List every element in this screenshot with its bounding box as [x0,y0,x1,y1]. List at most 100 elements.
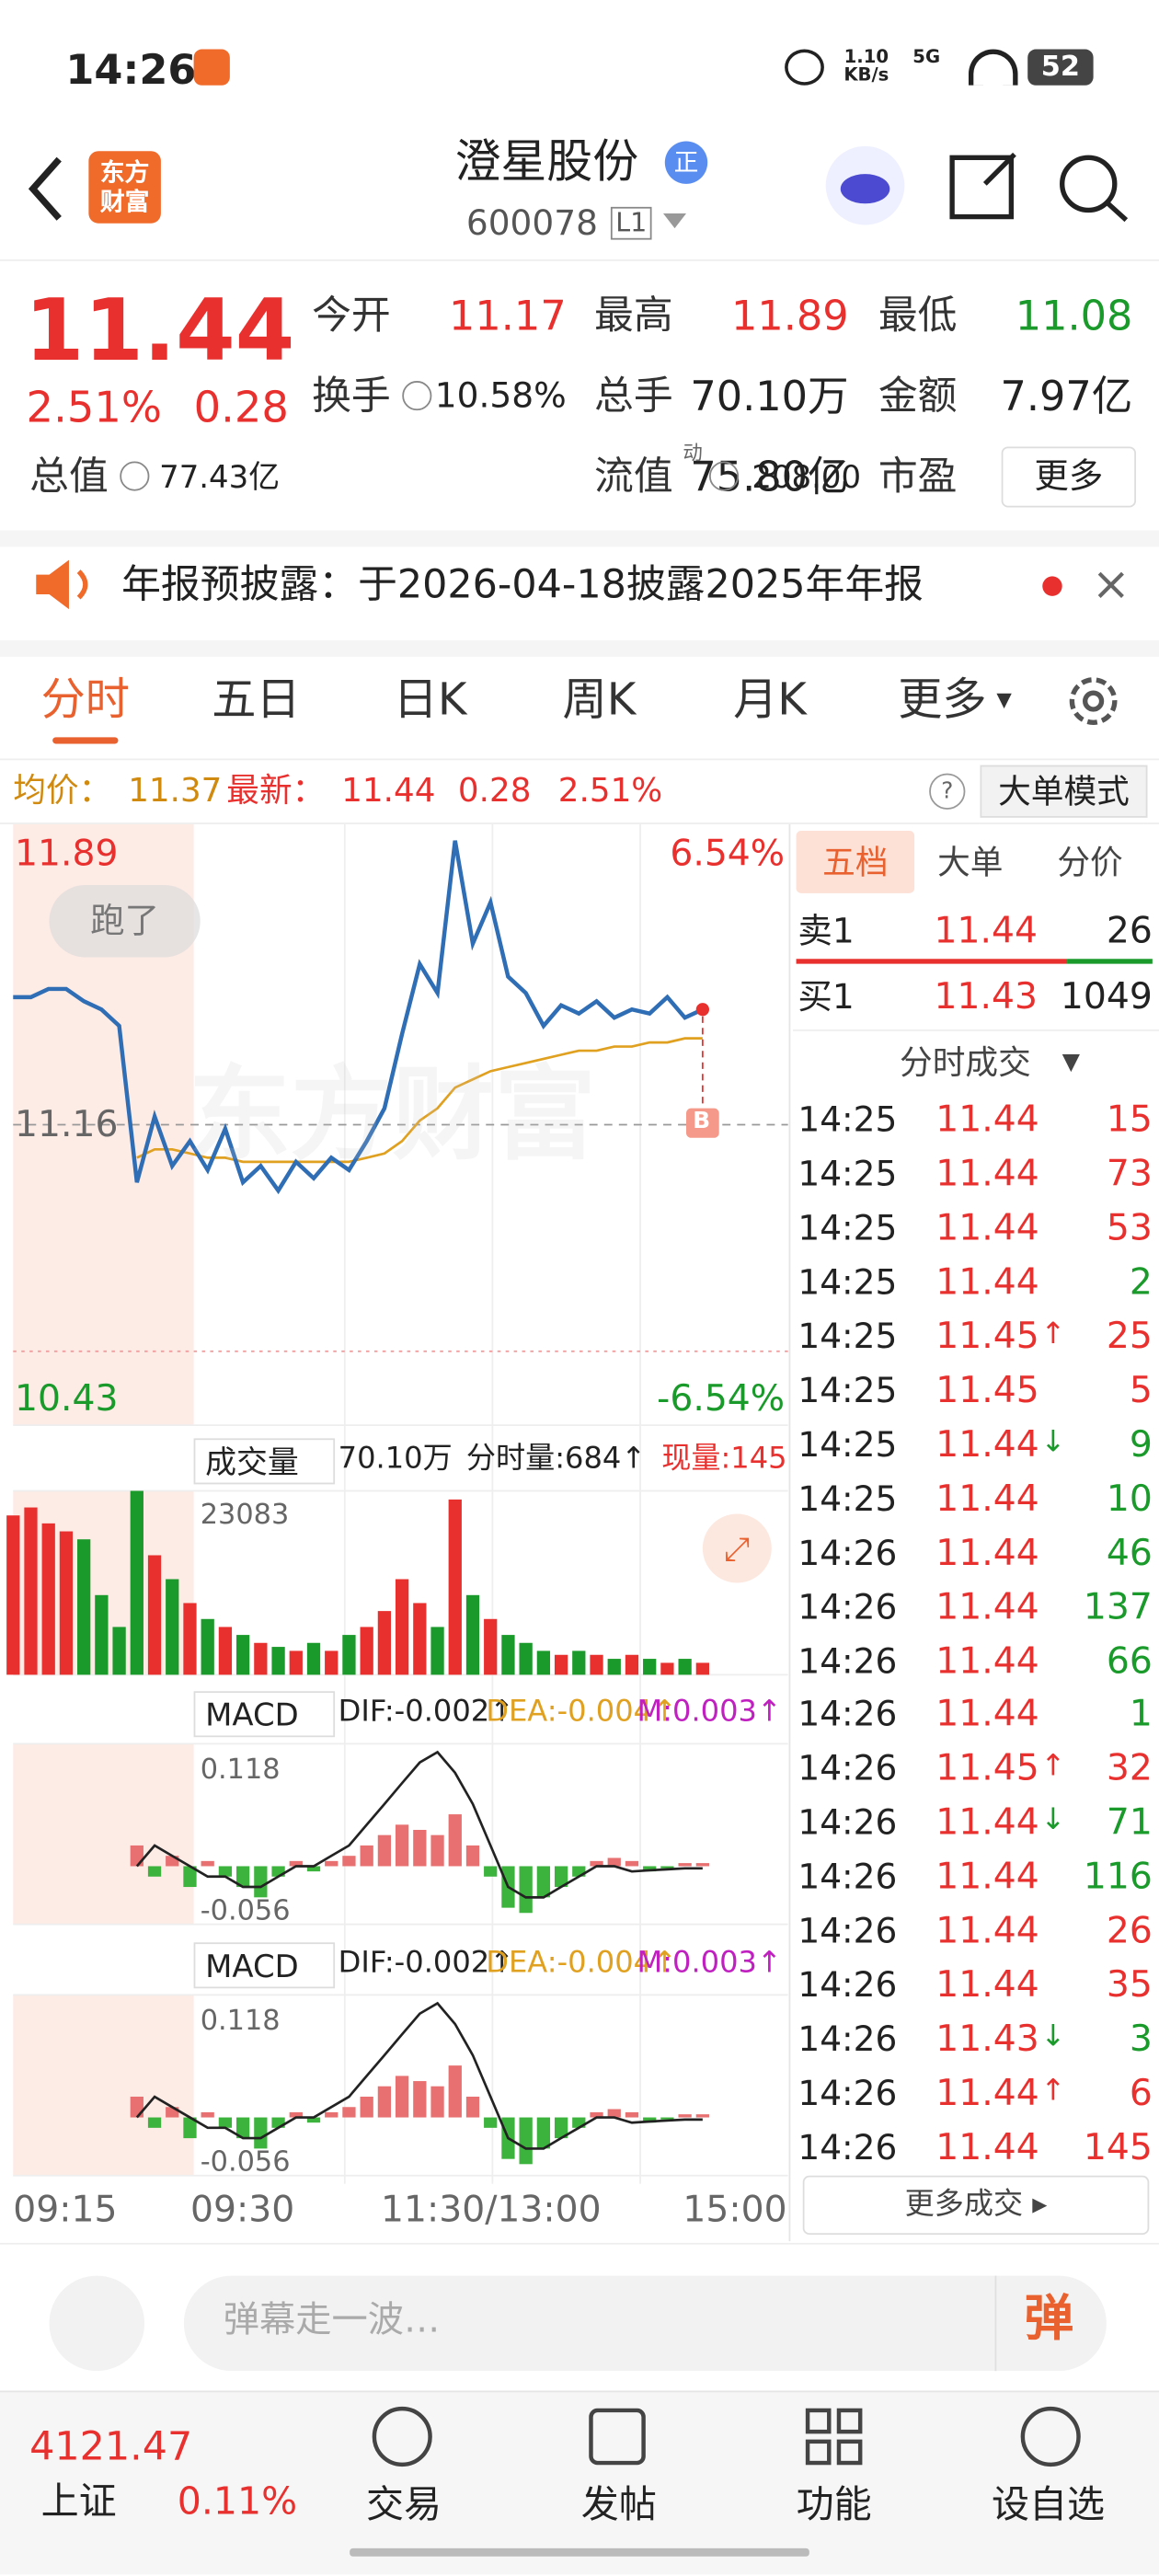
macd-bar [643,2117,657,2123]
notice[interactable]: 年报预披露：于2026-04-18披露2025年年报 [121,561,924,608]
tab[interactable]: 月K [733,674,807,726]
settings-icon[interactable] [1061,668,1126,733]
volume-bar [448,1499,462,1675]
trade-price: 11.44 [935,1695,1039,1737]
macd-bar [695,2114,709,2118]
close-icon[interactable]: × [1091,557,1130,611]
tab[interactable]: 分时 [40,674,130,726]
expand-button[interactable]: ⤢ [702,1513,772,1583]
trade-price: 11.44 [935,1208,1039,1249]
field-value: 10.58% [434,375,567,416]
red-dot [1042,576,1062,596]
trade-vol: 32 [1106,1749,1153,1791]
divider [0,2242,1159,2245]
volume-bar [377,1611,392,1675]
macd-bar [678,1863,692,1867]
battery: 52 [1027,49,1094,86]
tab[interactable]: 五日 [212,674,301,726]
macd-bar [325,1860,339,1867]
volume-bar [6,1515,20,1675]
trade-time: 14:25 [798,1262,898,1302]
pct: 2.51% [557,770,663,810]
macd-bar [166,1856,179,1867]
book-tab[interactable]: 五档 [796,831,915,893]
volume-bar [430,1627,444,1675]
volume-bar [59,1531,74,1675]
nav-item[interactable]: 交易 [365,2484,442,2527]
volume-bar [554,1654,568,1675]
trade-price: 11.44 [935,1803,1039,1845]
nav-item[interactable]: 发帖 [580,2484,657,2527]
trade-time: 14:25 [798,1316,898,1356]
more-button[interactable]: 更多 [1001,446,1137,508]
macd-bar [218,1866,233,1877]
ticks-title[interactable]: 分时成交 [900,1042,1031,1083]
divider [0,822,1159,824]
volume-bar [147,1555,162,1675]
danmu-toggle[interactable] [49,2275,145,2372]
trade-time: 14:26 [798,1695,898,1735]
divider [0,530,1159,547]
danmu-button[interactable]: 弹 [1024,2290,1074,2349]
nav-icons [350,2406,1081,2557]
alarm-icon [785,49,824,86]
tab[interactable]: 周K [562,674,637,726]
volume-bar [625,1654,639,1675]
trade-vol: 66 [1106,1640,1153,1683]
macd-bar [377,1834,392,1867]
logo[interactable]: 东方 财富 [88,151,161,224]
more-trades[interactable]: 更多成交 ▸ [802,2175,1150,2235]
stock-code: 600078 [465,203,598,244]
speaker-icon [36,559,88,610]
macd-bar [590,1860,603,1867]
badge: 正 [664,141,708,184]
trade-price: 11.45 [935,1316,1039,1358]
price-min: 10.43 [15,1379,119,1420]
nav-item[interactable]: 功能 [796,2484,872,2527]
trade-vol: 71 [1106,1803,1153,1845]
macd-bar [572,2117,586,2128]
logo-line: 东方 [99,157,150,188]
macd-bar [254,1866,268,1898]
volume-bar [235,1635,250,1675]
macd-label: MACD [193,1691,336,1738]
tab[interactable]: 更多 [898,674,987,726]
trade-vol: 2 [1129,1262,1153,1304]
bubble[interactable]: 跑了 [49,884,201,958]
macd-bar [554,1866,568,1888]
macd-m: M:0.003↑ [637,1945,782,1981]
macd-bar [235,2117,250,2139]
mode-button[interactable]: 大单模式 [980,765,1148,818]
trade-price: 11.45 [935,1370,1039,1412]
macd-bar [643,1866,657,1872]
nav-item[interactable]: 设自选 [991,2484,1106,2527]
volume-bar [484,1618,498,1675]
volume-bar [271,1647,285,1675]
volume-minute: 分时量:684↑ [465,1441,647,1477]
trade-arrow: ↓ [1040,2019,1066,2054]
macd-m: M:0.003↑ [637,1694,782,1730]
bid-bar [1067,959,1153,964]
volume-bar [519,1642,533,1675]
field-label: 总值 [29,453,109,500]
help-icon[interactable]: ? [929,773,966,810]
marker[interactable]: B [693,1108,711,1135]
trade-vol: 116 [1083,1857,1153,1899]
volume-label[interactable]: 成交量 [193,1438,336,1485]
input[interactable] [183,2275,1107,2372]
macd-bar [625,1860,639,1867]
trade-vol: 73 [1106,1154,1153,1196]
volume-bar [95,1594,109,1675]
dif-line [135,2001,703,2150]
divider [0,758,1159,761]
bid-label: 买1 [798,976,855,1017]
macd-bar [660,1866,674,1869]
level: L1 [610,206,652,240]
book-tab[interactable]: 大单 [937,842,1004,882]
speed-unit: KB/s [843,63,889,86]
tab[interactable]: 日K [393,674,467,726]
macd-bar [536,2117,551,2149]
time: 14:26 [65,45,197,94]
book-tab[interactable]: 分价 [1057,842,1123,882]
